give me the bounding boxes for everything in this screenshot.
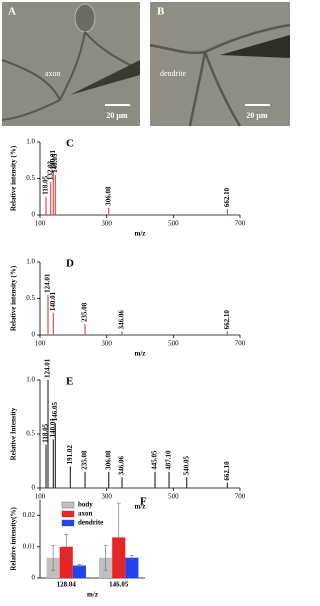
- micrograph: [2, 2, 140, 126]
- x-tick-label: 700: [235, 220, 246, 228]
- peak-label: 124.01: [44, 358, 52, 378]
- image-a: A axon 20 μm: [1, 2, 141, 126]
- x-tick-label: 128.04: [57, 581, 77, 589]
- peak-label: 346.06: [118, 455, 126, 475]
- x-tick-label: 300: [101, 493, 112, 501]
- error-bar: [116, 502, 121, 573]
- y-tick-label: 0.5: [26, 430, 35, 438]
- peak-label: 445.05: [151, 450, 159, 470]
- peak-label: 140.01: [49, 291, 57, 311]
- error-bar: [129, 555, 134, 561]
- x-axis-label: m/z: [135, 230, 146, 238]
- y-tick-label: 1.0: [26, 138, 35, 146]
- peak-label: 662.10: [223, 310, 231, 330]
- y-axis-label: Relative intensity (%): [10, 265, 18, 331]
- peak-label: 146.05: [51, 153, 59, 173]
- peak-label: 140.01: [49, 149, 57, 169]
- x-tick-label: 300: [101, 340, 112, 348]
- cell-body: [74, 3, 96, 33]
- legend-label: axon: [78, 510, 93, 518]
- peak-label: 306.08: [104, 186, 112, 206]
- image-b: B dendrite 20 μm: [149, 2, 291, 127]
- error-bar: [51, 544, 56, 571]
- error-bar: [103, 544, 108, 571]
- legend-swatch: [61, 510, 75, 518]
- y-tick-label: 0.02: [23, 511, 36, 519]
- y-axis-label: Relative Intensity: [10, 407, 18, 460]
- peak-label: 118.05: [42, 423, 50, 442]
- panel-label: A: [8, 6, 16, 18]
- peak-label: 487.10: [165, 450, 173, 470]
- x-axis-label: m/z: [87, 591, 98, 599]
- scale-label: 20 μm: [106, 111, 128, 120]
- y-tick-label: 0: [32, 484, 36, 492]
- peak-label: 191.02: [66, 445, 74, 465]
- y-tick-label: 1.0: [26, 376, 35, 384]
- x-tick-label: 500: [168, 493, 179, 501]
- panel-label: D: [66, 258, 74, 270]
- panel-label: B: [157, 6, 165, 18]
- x-tick-label: 500: [168, 340, 179, 348]
- panel-label: E: [66, 376, 73, 388]
- x-tick-label: 100: [35, 493, 46, 501]
- y-axis-label: Relative intensity (%): [10, 145, 18, 211]
- figure: A axon 20 μm B dendrite 20 μm 0 0.5 1.0 Rel…: [1, 2, 291, 599]
- peak-label: 118.05: [42, 175, 50, 194]
- legend-swatch: [61, 519, 75, 527]
- peak-label: 235.08: [81, 302, 89, 322]
- x-tick-label: 700: [235, 340, 246, 348]
- legend-swatch: [61, 501, 75, 509]
- x-tick-label: 700: [235, 493, 246, 501]
- peak-label: 146.05: [51, 401, 59, 421]
- y-tick-label: 0: [32, 331, 36, 339]
- x-tick-label: 100: [35, 220, 46, 228]
- peak-label: 132.03: [46, 160, 54, 180]
- y-tick-label: 0: [32, 211, 36, 219]
- peak-label: 124.01: [44, 273, 52, 293]
- scale-label: 20 μm: [246, 111, 268, 120]
- error-bar: [64, 534, 69, 560]
- x-tick-label: 146.05: [109, 581, 129, 589]
- x-axis-label: m/z: [135, 350, 146, 358]
- annotation: axon: [45, 69, 61, 78]
- peak-label: 662.10: [223, 187, 231, 207]
- pipette: [70, 60, 140, 95]
- x-axis-label: m/z: [135, 503, 146, 511]
- peak-label: 140.01: [49, 418, 57, 438]
- peak-label: 235.08: [81, 450, 89, 470]
- x-tick-label: 500: [168, 220, 179, 228]
- x-tick-label: 100: [35, 340, 46, 348]
- x-tick-label: 300: [101, 220, 112, 228]
- y-tick-label: 0.01: [23, 542, 36, 550]
- micrograph: [150, 2, 290, 126]
- peak-label: 540.05: [182, 455, 190, 475]
- bar: [59, 546, 73, 578]
- bar: [125, 557, 139, 578]
- pipette: [220, 35, 290, 58]
- bar: [72, 565, 86, 578]
- y-tick-label: 0.5: [26, 174, 35, 182]
- panel-label: C: [66, 138, 74, 150]
- y-axis-label: Relative intensity(%): [10, 507, 18, 571]
- panel-label: F: [140, 496, 147, 508]
- error-bar: [77, 564, 82, 567]
- peak-label: 306.08: [104, 450, 112, 470]
- peak-label: 662.10: [223, 461, 231, 481]
- y-tick-label: 1.0: [26, 258, 35, 266]
- y-tick-label: 0: [32, 574, 36, 582]
- y-tick-label: 0.5: [26, 294, 35, 302]
- annotation: dendrite: [160, 69, 187, 78]
- neurites: [149, 23, 291, 127]
- legend-label: body: [78, 501, 93, 509]
- legend-label: dendrite: [78, 519, 103, 527]
- peak-label: 346.06: [118, 310, 126, 330]
- neurites: [1, 31, 141, 121]
